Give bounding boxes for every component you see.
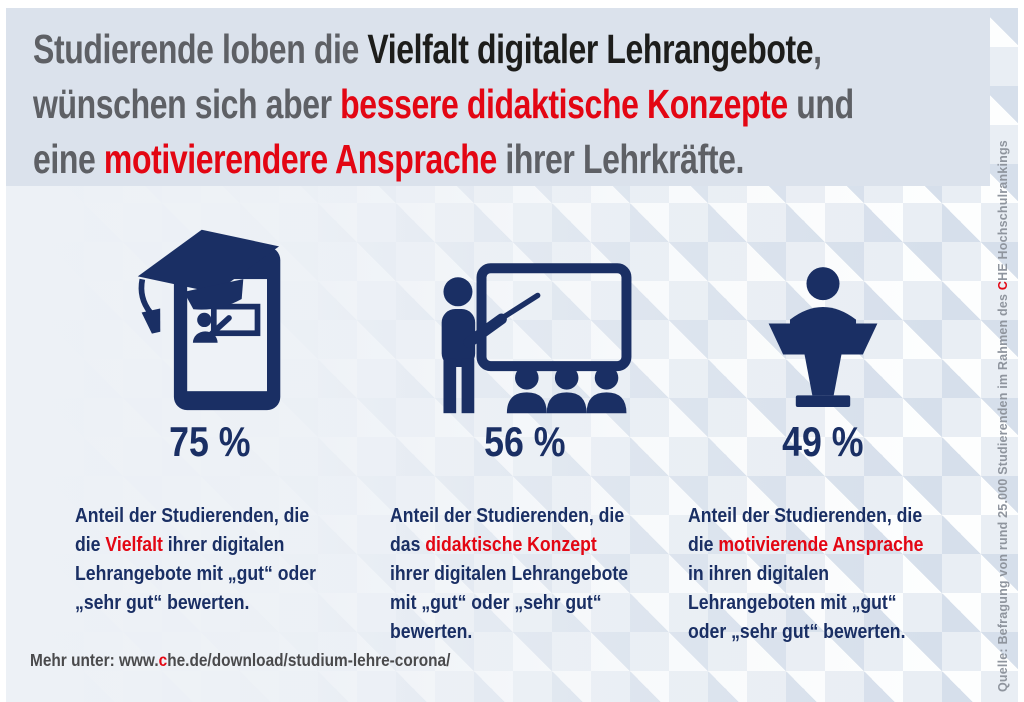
text-segment: Anteil der Studierenden, die bbox=[688, 504, 923, 527]
stat-column-ansprache: 49 % Anteil der Studierenden, die die mot… bbox=[673, 200, 973, 646]
text-line: Anteil der Studierenden, die bbox=[75, 501, 320, 530]
percent-value-didaktik: 56 % bbox=[484, 418, 566, 465]
text-segment: motivierendere Ansprache bbox=[103, 136, 497, 182]
text-line: Anteil der Studierenden, die bbox=[390, 501, 635, 530]
text-segment: ihrer digitalen Lehrangebote bbox=[390, 562, 629, 585]
text-segment: die bbox=[75, 533, 106, 556]
text-segment: ihrer Lehrkräfte. bbox=[496, 136, 744, 182]
description-vielfalt: Anteil der Studierenden, die die Vielfalt… bbox=[60, 501, 360, 617]
text-segment: HE Hochschulrankings bbox=[996, 140, 1010, 281]
text-segment: motivierende Ansprache bbox=[718, 533, 924, 556]
text-segment: mit „gut“ oder „sehr gut“ bbox=[390, 591, 602, 614]
speaker-lectern-icon bbox=[673, 200, 973, 415]
text-segment: die bbox=[688, 533, 719, 556]
text-segment: bewerten. bbox=[390, 620, 473, 643]
description-ansprache: Anteil der Studierenden, die die motivier… bbox=[673, 501, 973, 646]
text-line: die motivierende Ansprache bbox=[688, 530, 933, 559]
text-segment: Lehrangeboten mit „gut“ bbox=[688, 591, 897, 614]
stat-column-didaktik: 56 % Anteil der Studierenden, die das did… bbox=[375, 200, 675, 646]
text-segment: C bbox=[996, 280, 1010, 291]
headline-line-3: eine motivierendere Ansprache ihrer Lehr… bbox=[33, 132, 779, 187]
text-line: Anteil der Studierenden, die bbox=[688, 501, 933, 530]
text-segment: Vielfalt digitaler Lehrangebote bbox=[367, 26, 814, 72]
text-segment: oder „sehr gut“ bewerten. bbox=[688, 620, 906, 643]
text-line: bewerten. bbox=[390, 617, 635, 646]
text-segment: bessere didaktische Konzepte bbox=[340, 81, 788, 127]
text-line: Lehrangeboten mit „gut“ bbox=[688, 588, 933, 617]
text-segment: didaktische Konzept bbox=[425, 533, 597, 556]
teacher-whiteboard-audience-icon bbox=[375, 200, 675, 415]
text-line: in ihren digitalen bbox=[688, 559, 933, 588]
smartphone-graduation-cap-icon bbox=[60, 200, 360, 415]
text-segment: Mehr unter: www. bbox=[30, 650, 159, 670]
text-line: die Vielfalt ihrer digitalen bbox=[75, 530, 320, 559]
text-segment: c bbox=[158, 650, 168, 670]
text-segment: eine bbox=[33, 136, 104, 182]
percent-value-ansprache: 49 % bbox=[782, 418, 864, 465]
headline-band: Studierende loben die Vielfalt digitaler… bbox=[6, 8, 990, 186]
text-line: mit „gut“ oder „sehr gut“ bbox=[390, 588, 635, 617]
source-note: Quelle: Befragung von rund 25.000 Studie… bbox=[996, 132, 1010, 692]
percent-value-vielfalt: 75 % bbox=[169, 418, 251, 465]
stat-column-vielfalt: 75 % Anteil der Studierenden, die die Vie… bbox=[60, 200, 360, 617]
footer: Mehr unter: www.che.de/download/studium-… bbox=[30, 650, 508, 671]
description-didaktik: Anteil der Studierenden, die das didaktis… bbox=[375, 501, 675, 646]
text-segment: , bbox=[813, 26, 822, 72]
text-segment: in ihren digitalen bbox=[688, 562, 830, 585]
footer-url-text: Mehr unter: www.che.de/download/studium-… bbox=[30, 650, 450, 671]
text-segment: wünschen sich aber bbox=[33, 81, 341, 127]
headline-line-2: wünschen sich aber bessere didaktische K… bbox=[33, 77, 854, 132]
text-line: oder „sehr gut“ bewerten. bbox=[688, 617, 933, 646]
text-segment: Studierende loben die bbox=[33, 26, 368, 72]
text-line: das didaktische Konzept bbox=[390, 530, 635, 559]
headline-line-1: Studierende loben die Vielfalt digitaler… bbox=[33, 22, 822, 77]
text-segment: ihrer digitalen bbox=[162, 533, 285, 556]
text-segment: das bbox=[390, 533, 426, 556]
text-segment: Vielfalt bbox=[105, 533, 163, 556]
text-line: ihrer digitalen Lehrangebote bbox=[390, 559, 635, 588]
text-segment: Anteil der Studierenden, die bbox=[390, 504, 625, 527]
text-segment: „sehr gut“ bewerten. bbox=[75, 591, 250, 614]
text-segment: und bbox=[787, 81, 854, 127]
text-segment: Quelle: Befragung von rund 25.000 Studie… bbox=[996, 290, 1010, 692]
text-line: „sehr gut“ bewerten. bbox=[75, 588, 320, 617]
text-segment: Anteil der Studierenden, die bbox=[75, 504, 310, 527]
text-segment: he.de/download/studium-lehre-corona/ bbox=[167, 650, 451, 670]
text-segment: Lehrangebote mit „gut“ oder bbox=[75, 562, 316, 585]
text-line: Lehrangebote mit „gut“ oder bbox=[75, 559, 320, 588]
